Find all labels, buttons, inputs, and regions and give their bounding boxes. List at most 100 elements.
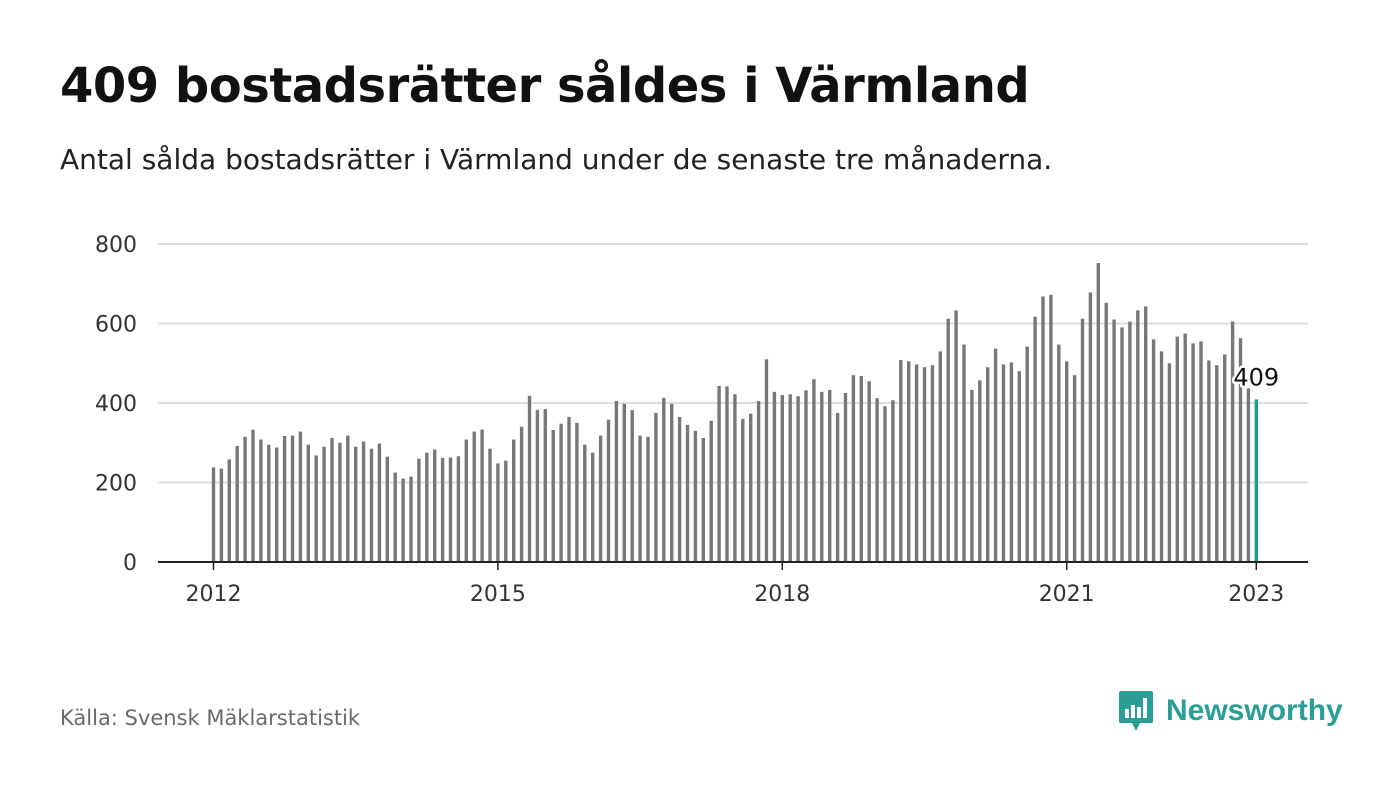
bar-series (211, 263, 1258, 563)
bar (693, 430, 698, 562)
bar (867, 381, 871, 562)
bar (1080, 318, 1085, 562)
bar (780, 395, 784, 562)
bar (401, 478, 405, 562)
bar (1159, 351, 1164, 562)
bar (859, 375, 863, 562)
y-axis-tick-labels: 0 200 400 600 800 (95, 233, 137, 576)
bar (1065, 361, 1069, 562)
bar (377, 443, 382, 562)
bar (1096, 263, 1100, 562)
bar (1183, 333, 1187, 562)
bar (1088, 292, 1093, 562)
brand-logo: Newsworthy (1118, 689, 1343, 733)
highlight-value-label: 409 (1233, 363, 1279, 391)
bar (1207, 360, 1211, 562)
bar (409, 476, 413, 562)
bar (1215, 365, 1219, 562)
bar (306, 444, 310, 562)
x-tick-label: 2018 (754, 582, 810, 607)
bar (417, 458, 421, 562)
bar (670, 403, 674, 562)
bar (361, 441, 366, 562)
bar (456, 456, 461, 562)
bar (512, 439, 516, 562)
bar (1017, 371, 1021, 562)
x-tick-label: 2012 (186, 582, 242, 607)
bar (820, 391, 824, 562)
chart-subtitle: Antal sålda bostadsrätter i Värmland und… (60, 143, 1053, 176)
source-note: Källa: Svensk Mäklarstatistik (60, 706, 361, 730)
bar (1009, 362, 1014, 562)
bar (282, 435, 287, 562)
bar (709, 420, 713, 562)
bar (290, 435, 295, 562)
y-tick-label: 200 (95, 472, 137, 497)
bar (496, 463, 500, 562)
bar (1230, 321, 1235, 562)
bar (772, 391, 777, 562)
bar (891, 400, 895, 562)
bar (1175, 336, 1179, 562)
bar (1001, 364, 1006, 562)
bar (243, 436, 247, 562)
bar (938, 351, 942, 562)
bar-chart-speech-bubble-icon (1119, 691, 1153, 731)
x-axis-tick-labels: 2012 2015 2018 2021 2023 (186, 562, 1284, 607)
bar (338, 442, 342, 562)
bar (1072, 375, 1077, 562)
highlighted-bar (1254, 399, 1258, 562)
bar (883, 406, 887, 562)
bar (535, 409, 540, 562)
bar (1191, 343, 1195, 563)
bar (662, 397, 666, 562)
bar (1049, 294, 1053, 562)
bar (551, 430, 555, 562)
bar (1223, 354, 1227, 562)
bar (1041, 296, 1045, 562)
bar (1144, 306, 1148, 562)
bar (907, 361, 911, 562)
bar (796, 396, 800, 562)
bar (385, 456, 389, 562)
bar (433, 449, 437, 562)
bar (346, 435, 350, 562)
bar (930, 365, 935, 562)
bar (1167, 363, 1172, 562)
bar (986, 367, 990, 562)
bar (733, 394, 737, 562)
bar (962, 344, 966, 562)
bar (448, 457, 453, 562)
bar (267, 444, 271, 562)
bar (330, 437, 334, 562)
bar (614, 401, 619, 562)
bar (875, 398, 879, 562)
bar (622, 403, 626, 562)
y-tick-label: 600 (95, 313, 137, 338)
bar (1246, 388, 1251, 562)
annotations: 409 (1231, 361, 1282, 394)
bar (654, 412, 658, 562)
bar (219, 468, 224, 562)
bar (630, 410, 634, 562)
x-tick-label: 2021 (1039, 582, 1095, 607)
x-tick-label: 2023 (1228, 582, 1284, 607)
bar (812, 379, 816, 562)
bar (464, 439, 468, 562)
bar (527, 395, 532, 562)
bar (1033, 316, 1037, 562)
bar (488, 448, 492, 562)
bar (899, 360, 903, 562)
bar (851, 375, 856, 562)
bar (591, 452, 595, 562)
bar (914, 364, 919, 562)
bar (764, 359, 769, 562)
y-tick-label: 400 (95, 392, 137, 417)
bar (322, 446, 326, 562)
bar (598, 435, 603, 562)
bar (804, 390, 808, 562)
bar (646, 436, 650, 562)
bar (235, 445, 239, 562)
bar (749, 413, 753, 562)
bar (1151, 339, 1156, 562)
